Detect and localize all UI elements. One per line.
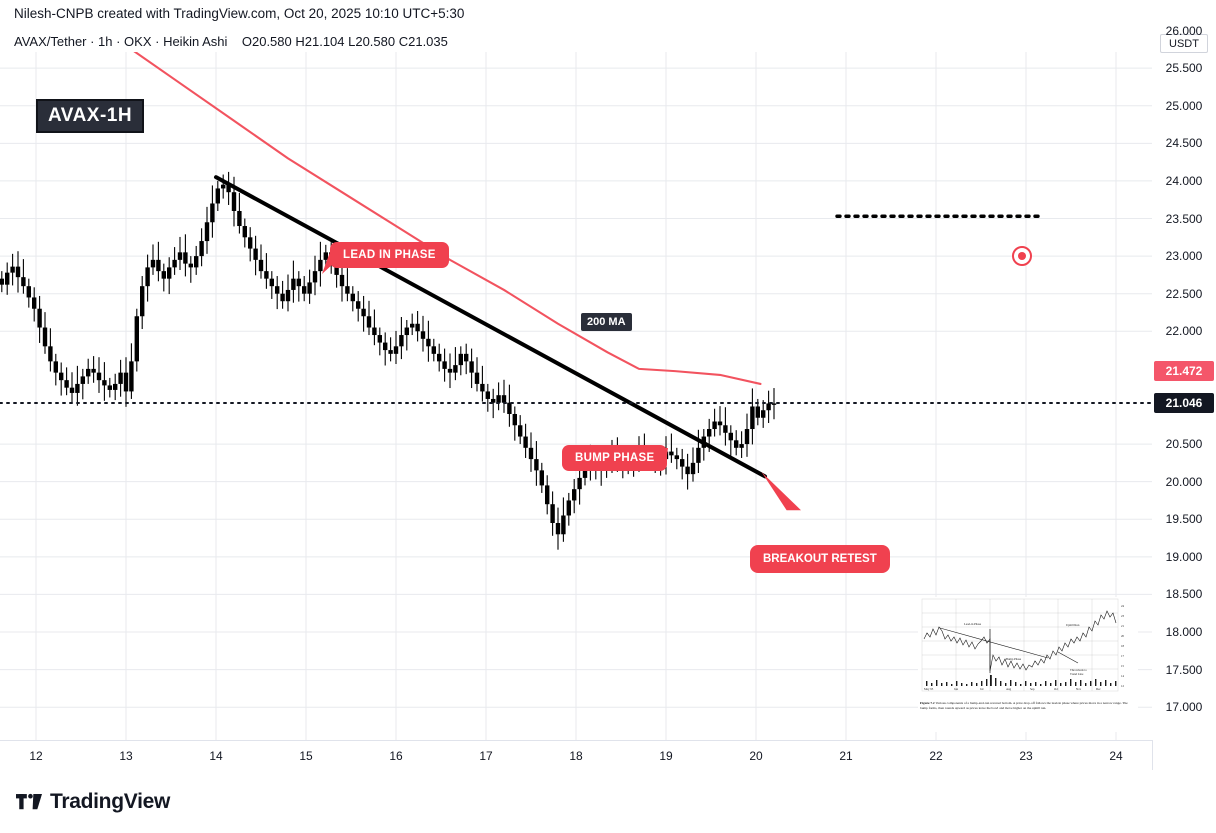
price-tick-8: 22.000 (1165, 324, 1203, 339)
svg-text:14: 14 (1121, 674, 1125, 678)
tradingview-logo-icon (16, 793, 42, 810)
svg-text:18: 18 (1121, 644, 1125, 648)
ma-line[interactable] (77, 52, 762, 385)
chart-watermark-label: AVAX-1H (36, 99, 145, 133)
svg-text:Uphill Run: Uphill Run (1066, 623, 1080, 627)
svg-text:23: 23 (1121, 614, 1125, 618)
svg-text:Dec: Dec (1096, 687, 1101, 691)
svg-text:Jul: Jul (980, 687, 984, 691)
time-tick-6: 18 (569, 749, 583, 763)
inset-caption-label: Figure 7.2 (920, 701, 935, 705)
time-axis[interactable]: 12 13 14 15 16 17 18 19 20 21 22 23 24 (0, 740, 1152, 772)
svg-text:Throwback to: Throwback to (1070, 668, 1087, 672)
alert-dot-center (1018, 252, 1026, 260)
price-tick-2: 25.000 (1165, 98, 1203, 113)
time-tick-2: 14 (209, 749, 223, 763)
price-tick-16: 17.000 (1165, 700, 1203, 715)
svg-text:Nov: Nov (1076, 687, 1082, 691)
svg-text:May 95: May 95 (924, 687, 934, 691)
annotation-bump-phase[interactable]: BUMP PHASE (562, 445, 668, 471)
annotation-lead-in-phase[interactable]: LEAD IN PHASE (330, 242, 449, 268)
svg-text:Sep: Sep (1030, 687, 1035, 691)
last-price-badge[interactable]: 21.046 (1154, 393, 1214, 413)
price-tick-12: 19.000 (1165, 549, 1203, 564)
price-tick-7: 22.500 (1165, 286, 1203, 301)
legend-symbol[interactable]: AVAX/Tether · 1h · OKX · Heikin Ashi (14, 34, 228, 49)
annotation-breakout-retest[interactable]: BREAKOUT RETEST (750, 545, 890, 573)
inset-reference-figure: Lead-in Phase Bump Phase Uphill Run Thro… (918, 597, 1138, 732)
price-tick-9: 20.500 (1165, 437, 1203, 452)
price-tick-6: 23.000 (1165, 249, 1203, 264)
time-tick-8: 20 (749, 749, 763, 763)
price-tick-11: 19.500 (1165, 512, 1203, 527)
svg-text:Lead-in Phase: Lead-in Phase (964, 622, 982, 626)
svg-text:15: 15 (1121, 664, 1125, 668)
candlestick-series[interactable] (0, 171, 777, 550)
price-tick-5: 23.500 (1165, 211, 1203, 226)
time-tick-9: 21 (839, 749, 853, 763)
price-axis-unit: USDT (1160, 34, 1208, 53)
svg-text:Trend Line: Trend Line (1070, 672, 1084, 676)
time-tick-4: 16 (389, 749, 403, 763)
price-tick-10: 20.000 (1165, 474, 1203, 489)
tradingview-wordmark: TradingView (50, 790, 171, 813)
svg-text:20: 20 (1121, 634, 1125, 638)
time-tick-0: 12 (29, 749, 43, 763)
price-tick-1: 25.500 (1165, 61, 1203, 76)
svg-text:21: 21 (1121, 624, 1125, 628)
downtrend-line[interactable] (214, 175, 767, 479)
svg-text:Bump Phase: Bump Phase (1006, 657, 1022, 661)
chart-legend: AVAX/Tether · 1h · OKX · Heikin Ashi O20… (14, 34, 448, 49)
price-alert-handle[interactable] (1012, 246, 1032, 266)
inset-caption: Figure 7.2 Various components of a bump-… (920, 701, 1136, 711)
ma-line-tag[interactable]: 200 MA (581, 313, 632, 331)
tradingview-logo: TradingView (16, 790, 170, 814)
breakout-callout-tail (761, 471, 801, 511)
time-tick-5: 17 (479, 749, 493, 763)
price-tick-15: 17.500 (1165, 662, 1203, 677)
svg-text:24: 24 (1121, 604, 1125, 608)
svg-text:Oct: Oct (1054, 687, 1058, 691)
time-tick-3: 15 (299, 749, 313, 763)
price-axis[interactable]: USDT 26.000 25.500 25.000 24.500 24.000 23.50… (1152, 24, 1216, 740)
svg-text:12: 12 (1121, 684, 1125, 688)
svg-text:17: 17 (1121, 654, 1125, 658)
price-tick-14: 18.000 (1165, 625, 1203, 640)
time-tick-10: 22 (929, 749, 943, 763)
time-tick-12: 24 (1109, 749, 1123, 763)
svg-text:Jun: Jun (954, 687, 959, 691)
price-tick-4: 24.000 (1165, 173, 1203, 188)
ma-price-badge[interactable]: 21.472 (1154, 360, 1214, 381)
time-tick-11: 23 (1019, 749, 1033, 763)
price-tick-13: 18.500 (1165, 587, 1203, 602)
price-tick-3: 24.500 (1165, 136, 1203, 151)
time-tick-7: 19 (659, 749, 673, 763)
inset-figure-svg: Lead-in Phase Bump Phase Uphill Run Thro… (918, 597, 1138, 701)
svg-text:Aug: Aug (1006, 687, 1012, 691)
legend-ohlc: O20.580 H21.104 L20.580 C21.035 (241, 34, 448, 49)
chart-plot-area[interactable] (0, 52, 1152, 740)
attribution-text: Nilesh-CNPB created with TradingView.com… (14, 6, 465, 21)
inset-caption-text: Various components of a bump-and-run rev… (920, 701, 1128, 710)
price-tick-0: 26.000 (1165, 23, 1203, 38)
time-tick-1: 13 (119, 749, 133, 763)
